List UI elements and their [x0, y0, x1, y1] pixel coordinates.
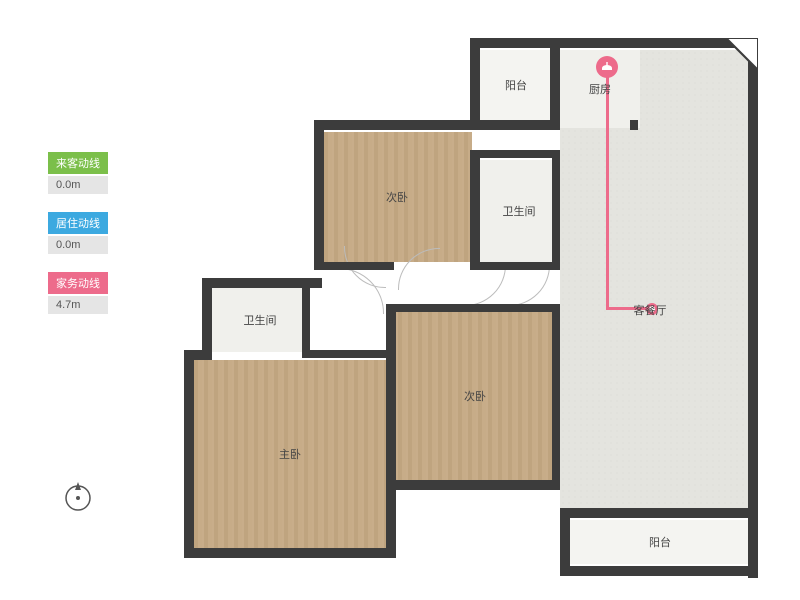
wall — [552, 150, 560, 270]
wall — [470, 262, 560, 270]
room-label: 厨房 — [589, 81, 611, 97]
page-fold-icon — [726, 38, 758, 70]
floor-plan: 客餐厅阳台厨房次卧卫生间卫生间主卧次卧阳台 — [170, 20, 780, 580]
wall — [314, 120, 480, 130]
wall — [386, 304, 396, 488]
legend-value: 0.0m — [48, 236, 108, 254]
legend-value: 4.7m — [48, 296, 108, 314]
room-label: 卫生间 — [244, 312, 277, 328]
wall — [560, 566, 758, 576]
legend-item-housework: 家务动线 4.7m — [48, 272, 108, 314]
wall — [184, 548, 394, 558]
wall — [470, 150, 560, 158]
kitchen-badge-icon — [596, 56, 618, 78]
legend-title: 来客动线 — [48, 152, 108, 174]
wall — [470, 38, 758, 48]
legend-title: 居住动线 — [48, 212, 108, 234]
wall — [314, 120, 324, 270]
wall — [552, 304, 560, 488]
wall — [314, 262, 394, 270]
legend-value: 0.0m — [48, 176, 108, 194]
wall — [202, 278, 212, 358]
room-label: 主卧 — [279, 446, 301, 462]
legend: 来客动线 0.0m 居住动线 0.0m 家务动线 4.7m — [48, 152, 108, 332]
wall — [630, 120, 638, 130]
wall — [560, 508, 570, 570]
housework-path — [606, 72, 609, 310]
wall — [470, 120, 560, 130]
wall — [470, 38, 480, 130]
wall — [560, 508, 758, 518]
compass-icon — [60, 480, 96, 516]
legend-title: 家务动线 — [48, 272, 108, 294]
wall — [302, 278, 310, 358]
wall — [386, 480, 560, 490]
wall — [302, 350, 396, 358]
room-label: 客餐厅 — [634, 302, 667, 318]
legend-item-living: 居住动线 0.0m — [48, 212, 108, 254]
wall — [550, 38, 560, 130]
room-label: 阳台 — [649, 534, 671, 550]
legend-item-guest: 来客动线 0.0m — [48, 152, 108, 194]
room-label: 次卧 — [386, 189, 408, 205]
room-label: 阳台 — [505, 77, 527, 93]
room-label: 卫生间 — [503, 203, 536, 219]
room-label: 次卧 — [464, 388, 486, 404]
wall — [184, 350, 194, 556]
wall — [386, 304, 560, 312]
wall — [386, 480, 396, 558]
wall — [470, 150, 480, 270]
wall — [748, 38, 758, 578]
